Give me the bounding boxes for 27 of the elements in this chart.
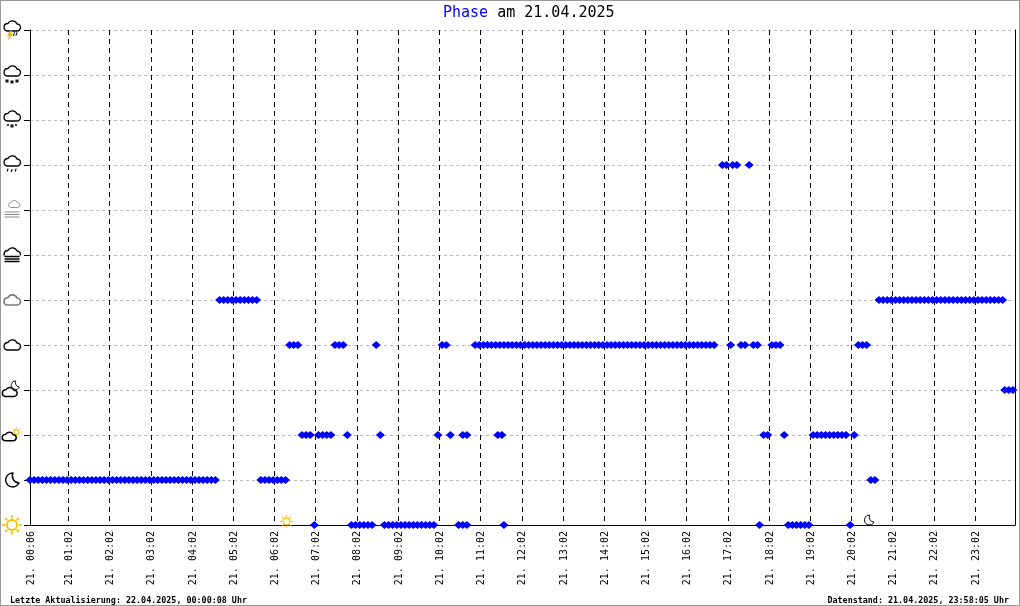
- x-tick-label: 21. 10:02: [433, 531, 445, 586]
- x-tick-label: 21. 04:02: [186, 531, 198, 586]
- x-tick-label: 21. 23:02: [969, 531, 981, 586]
- text: Datenstand: 21.04.2025, 23:58:05 Uhr: [827, 595, 1009, 605]
- x-tick-label: 21. 21:02: [887, 531, 899, 586]
- x-tick-label: 21. 20:02: [846, 531, 858, 586]
- x-tick-label: 21. 11:02: [475, 531, 487, 586]
- x-tick-label: 21. 08:02: [351, 531, 363, 586]
- x-tick-label: 21. 16:02: [681, 531, 693, 586]
- x-tick-label: 21. 01:02: [62, 531, 74, 586]
- x-tick-label: 21. 12:02: [516, 531, 528, 586]
- x-tick-label: 21. 07:02: [310, 531, 322, 586]
- x-tick-label: 21. 02:02: [104, 531, 116, 586]
- x-tick-label: 21. 06:02: [269, 531, 281, 586]
- x-tick-label: 21. 18:02: [763, 531, 775, 586]
- x-tick-label: 21. 03:02: [145, 531, 157, 586]
- x-tick-label: 21. 22:02: [928, 531, 940, 586]
- x-tick-label: 21. 15:02: [639, 531, 651, 586]
- x-tick-label: 21. 17:02: [722, 531, 734, 586]
- x-tick-label: 21. 13:02: [557, 531, 569, 586]
- chart-title: Phase am 21.04.2025: [443, 3, 615, 21]
- text: Letzte Aktualisierung: 22.04.2025, 00:00:08 Uhr: [10, 595, 247, 605]
- x-tick-label: 21. 09:02: [392, 531, 404, 586]
- x-tick-label: 21. 14:02: [598, 531, 610, 586]
- x-tick-label: 21. 05:02: [227, 531, 239, 586]
- x-tick-label: 21. 19:02: [804, 531, 816, 586]
- x-tick-label: 21. 00:06: [24, 531, 36, 586]
